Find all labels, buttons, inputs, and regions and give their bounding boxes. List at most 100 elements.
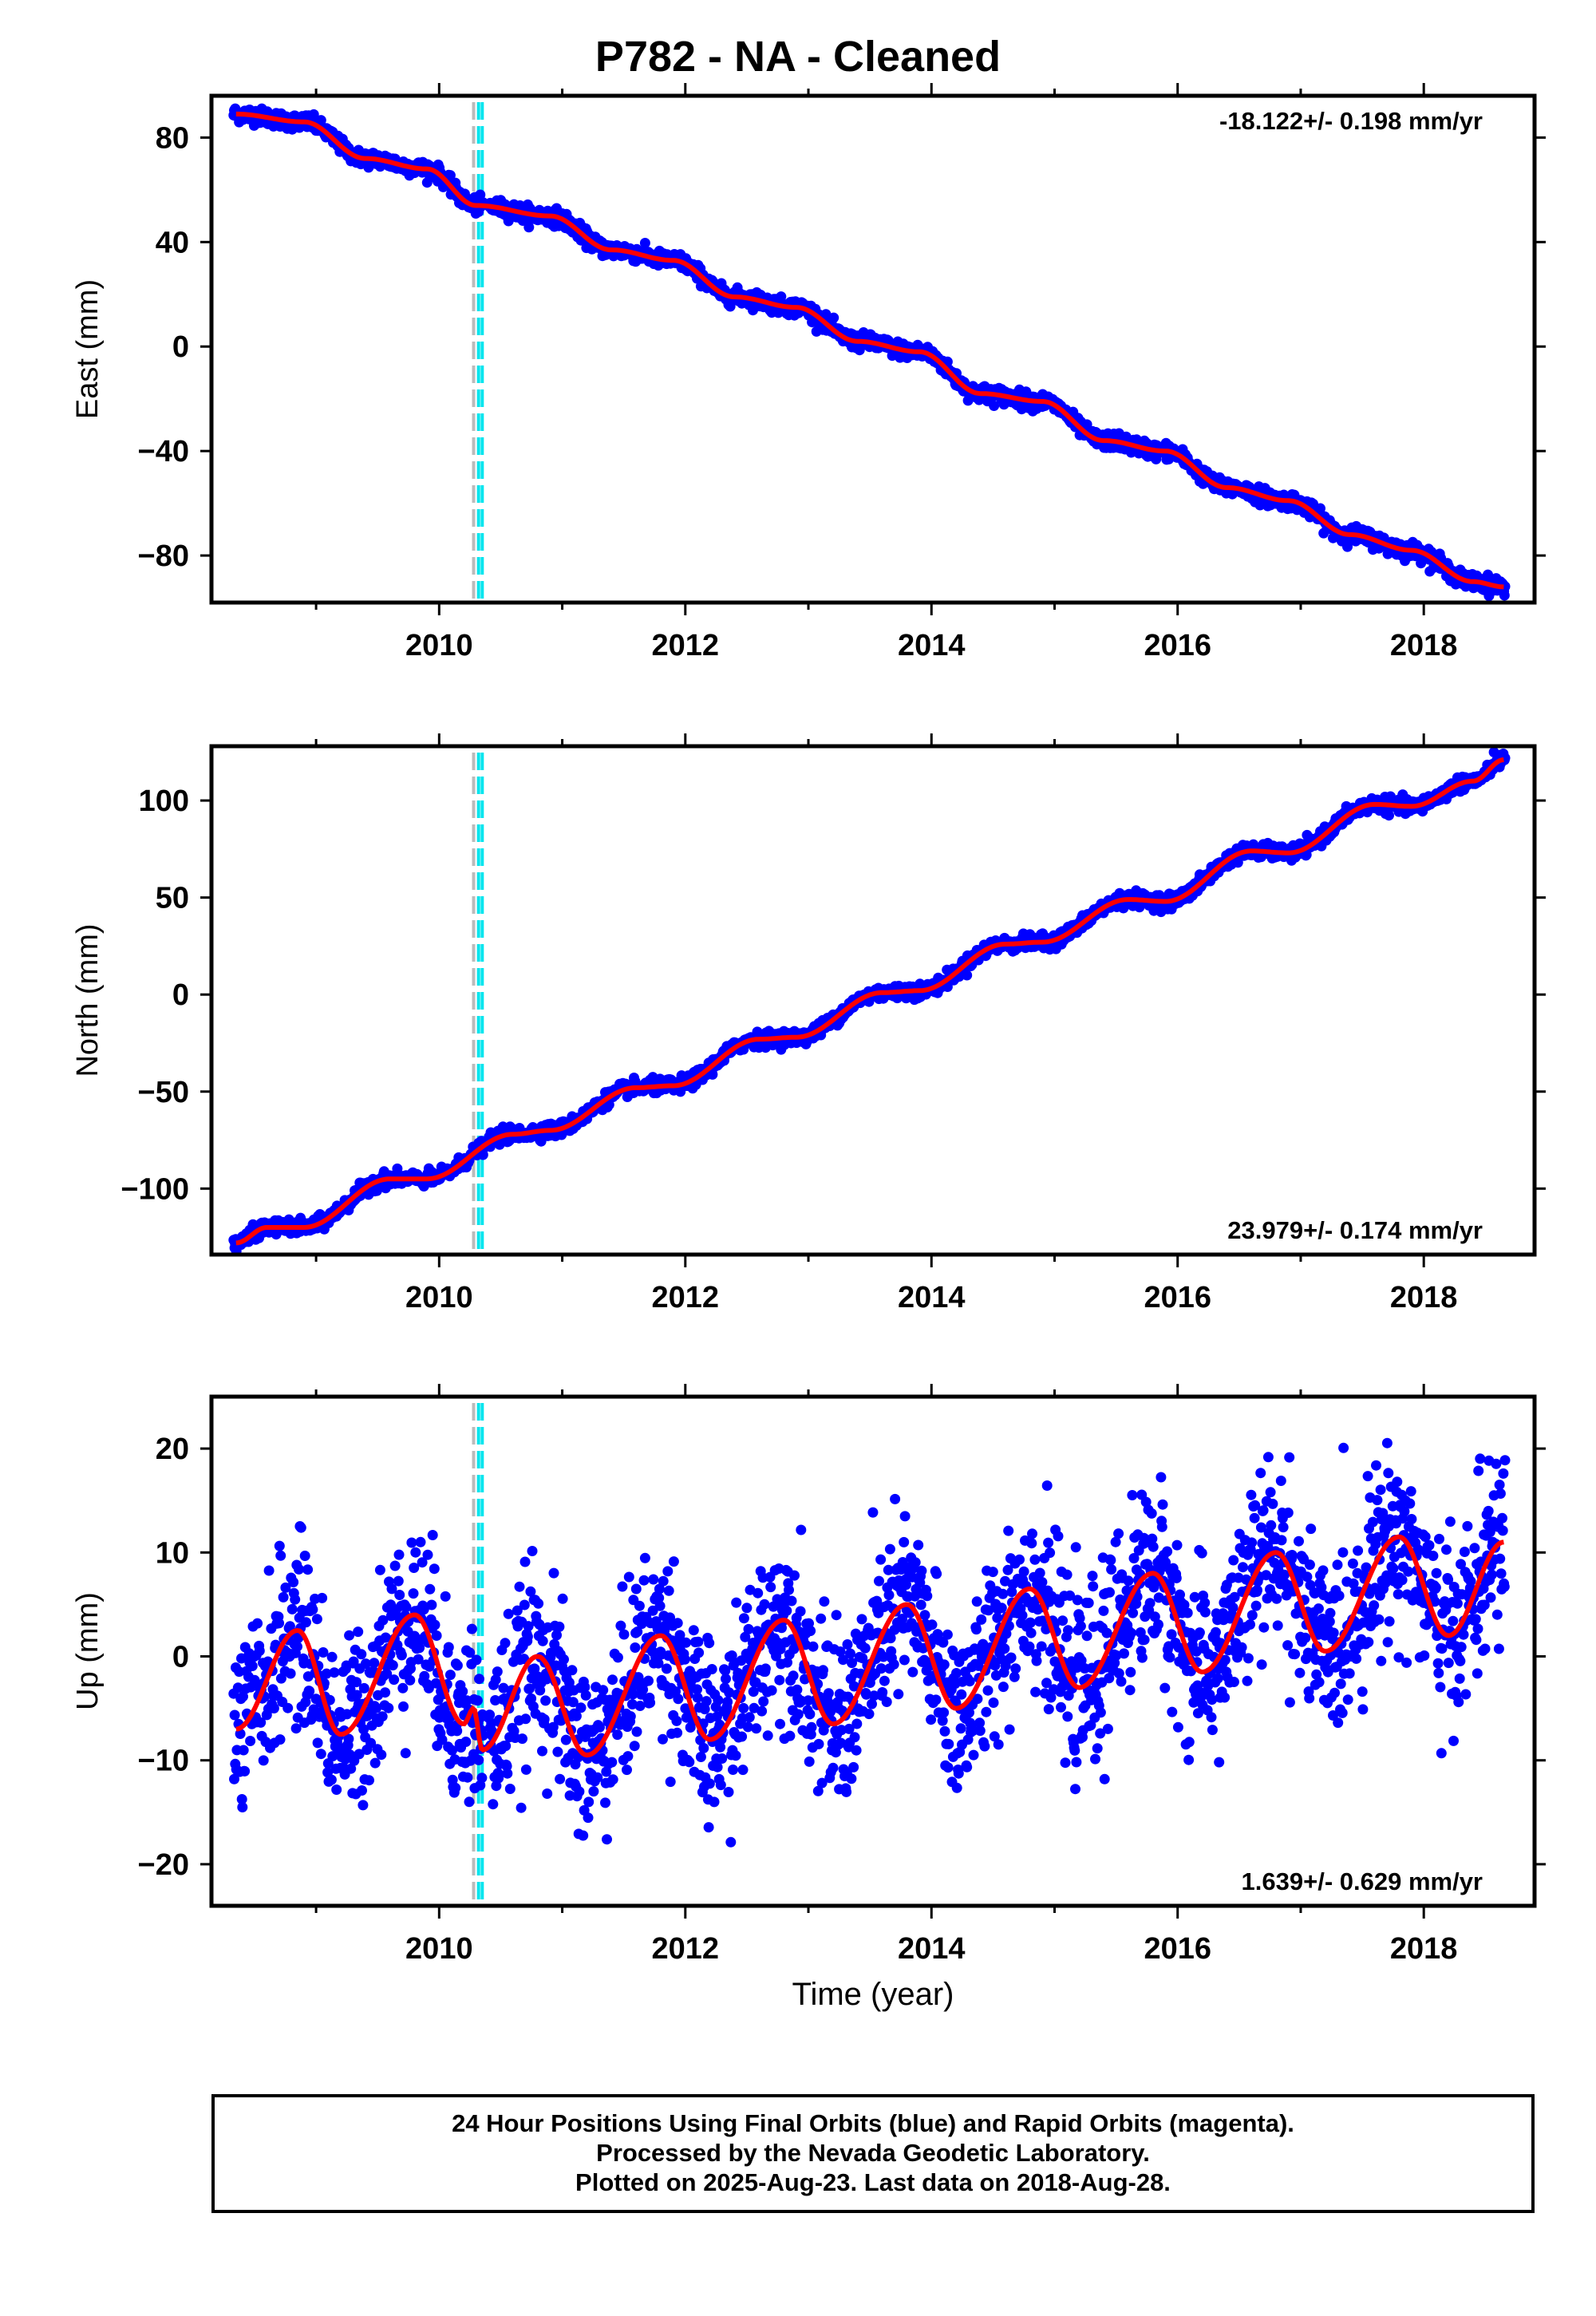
data-point (326, 1774, 337, 1785)
data-point (286, 1603, 298, 1614)
data-point (962, 970, 973, 981)
data-point (312, 1737, 323, 1749)
data-point (393, 1575, 404, 1587)
data-point (386, 1583, 397, 1595)
velocity-label: 23.979+/- 0.174 mm/yr (1227, 1216, 1483, 1244)
y-tick-label: −80 (138, 539, 189, 573)
data-point (275, 1550, 286, 1561)
data-point (1499, 590, 1510, 601)
data-point (351, 1690, 362, 1701)
y-axis-label: East (mm) (71, 279, 105, 419)
x-tick-label: 2016 (1144, 629, 1211, 662)
y-tick-label: 100 (139, 785, 189, 818)
data-point (285, 1668, 296, 1679)
data-point (357, 1785, 367, 1796)
data-point (324, 1694, 335, 1705)
data-point (343, 1733, 354, 1745)
data-point (394, 1590, 405, 1600)
y-tick-label: −40 (138, 435, 189, 468)
data-point (358, 1682, 369, 1694)
plot-frame (209, 93, 1537, 605)
model-fit-line (235, 757, 1504, 1246)
data-point (290, 1594, 301, 1605)
data-point (369, 1658, 380, 1669)
y-tick-label: −50 (138, 1076, 189, 1109)
data-point (258, 1755, 269, 1766)
velocity-label: -18.122+/- 0.198 mm/yr (1219, 107, 1483, 135)
data-point (315, 1749, 326, 1760)
data-point (389, 1674, 400, 1686)
data-point (381, 1668, 393, 1679)
data-point (353, 1626, 364, 1638)
data-point (344, 1630, 355, 1641)
data-point (396, 1650, 407, 1661)
data-point (304, 1686, 315, 1697)
data-point (315, 115, 326, 126)
data-point (400, 1748, 411, 1759)
data-point (282, 1702, 294, 1713)
data-point (239, 1765, 251, 1777)
data-point (274, 1540, 285, 1551)
data-point (1384, 810, 1394, 821)
data-point (229, 1709, 240, 1721)
data-point (358, 1724, 369, 1735)
plot-frame (209, 744, 1537, 1257)
data-point (369, 1757, 381, 1769)
data-point (380, 1687, 391, 1698)
data-point (828, 312, 839, 323)
x-tick-label: 2010 (405, 1281, 473, 1314)
data-point (255, 1717, 267, 1728)
data-point (268, 1703, 279, 1713)
data-point (364, 1775, 374, 1786)
data-point (237, 1802, 248, 1812)
data-point (329, 1667, 340, 1678)
y-axis-label: North (mm) (71, 923, 105, 1077)
data-point (398, 1701, 409, 1712)
y-tick-label: 50 (156, 882, 189, 915)
data-point (275, 1734, 286, 1745)
data-points (228, 103, 1511, 602)
data-point (377, 1614, 389, 1626)
data-point (317, 1592, 328, 1603)
data-point (263, 1565, 275, 1576)
data-point (288, 1577, 299, 1587)
x-tick-label: 2010 (405, 629, 473, 662)
data-point (358, 1800, 369, 1811)
data-point (365, 1737, 377, 1749)
data-point (294, 1563, 304, 1575)
x-tick-label: 2012 (652, 629, 720, 662)
data-point (252, 1618, 263, 1629)
x-tick-label: 2016 (1144, 1281, 1211, 1314)
data-point (477, 1149, 488, 1160)
y-tick-label: 40 (156, 226, 189, 259)
data-point (351, 1677, 362, 1688)
data-point (245, 1736, 256, 1746)
data-point (311, 1614, 322, 1625)
data-point (318, 1647, 329, 1658)
data-point (360, 1658, 371, 1670)
data-point (389, 1560, 401, 1571)
data-point (989, 401, 1000, 411)
data-point (238, 1691, 248, 1702)
data-point (229, 1773, 239, 1784)
data-point (356, 1649, 367, 1660)
data-point (376, 1749, 387, 1761)
model-fit-line (235, 111, 1504, 590)
data-point (292, 1641, 302, 1652)
data-point (236, 1794, 247, 1804)
x-tick-label: 2014 (898, 1281, 966, 1314)
data-point (295, 1522, 306, 1533)
data-point (393, 1549, 405, 1560)
data-point (387, 1660, 398, 1671)
x-tick-label: 2012 (652, 1281, 720, 1314)
data-point (397, 1682, 409, 1694)
data-point (348, 1656, 359, 1667)
y-tick-label: 0 (172, 978, 189, 1012)
data-point (383, 1702, 394, 1713)
data-point (326, 1651, 338, 1662)
data-point (401, 1602, 412, 1613)
data-point (374, 1564, 385, 1575)
